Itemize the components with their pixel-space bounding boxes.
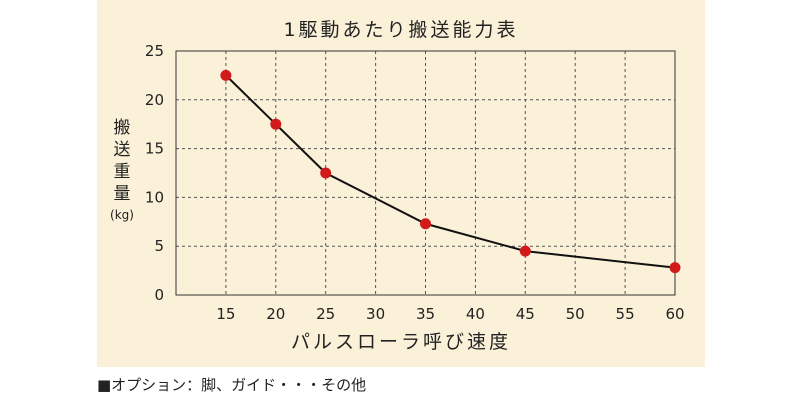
x-tick-label: 30 <box>366 305 385 323</box>
y-axis-unit: (kg) <box>110 208 134 222</box>
footnote: ■オプション：脚、ガイド・・・その他 <box>97 376 367 394</box>
data-point <box>420 218 431 230</box>
y-tick-label: 25 <box>145 42 164 60</box>
plot-frame <box>175 50 676 296</box>
x-tick-label: 60 <box>665 305 684 323</box>
y-tick-label: 5 <box>154 237 164 255</box>
data-point <box>270 118 282 130</box>
x-tick-label: 50 <box>566 305 585 323</box>
x-axis-label: パルスローラ呼び速度 <box>290 331 511 353</box>
y-tick-label: 0 <box>154 286 164 304</box>
data-point <box>220 69 232 81</box>
x-tick-label: 45 <box>516 305 535 323</box>
y-tick-label: 15 <box>145 140 164 158</box>
data-point <box>669 262 681 274</box>
series-line <box>225 74 676 269</box>
x-tick-label: 15 <box>216 305 235 323</box>
y-tick-label: 10 <box>145 188 164 206</box>
data-point <box>320 167 332 179</box>
x-tick-label: 35 <box>416 305 435 323</box>
x-tick-label: 20 <box>266 305 285 323</box>
x-tick-label: 55 <box>616 305 635 323</box>
data-point <box>519 245 531 257</box>
y-axis-label: 搬 送 重 量 <box>113 118 131 204</box>
chart-title: 1駆動あたり搬送能力表 <box>283 19 519 41</box>
x-tick-label: 25 <box>316 305 335 323</box>
x-tick-label: 40 <box>466 305 485 323</box>
y-tick-label: 20 <box>145 91 164 109</box>
